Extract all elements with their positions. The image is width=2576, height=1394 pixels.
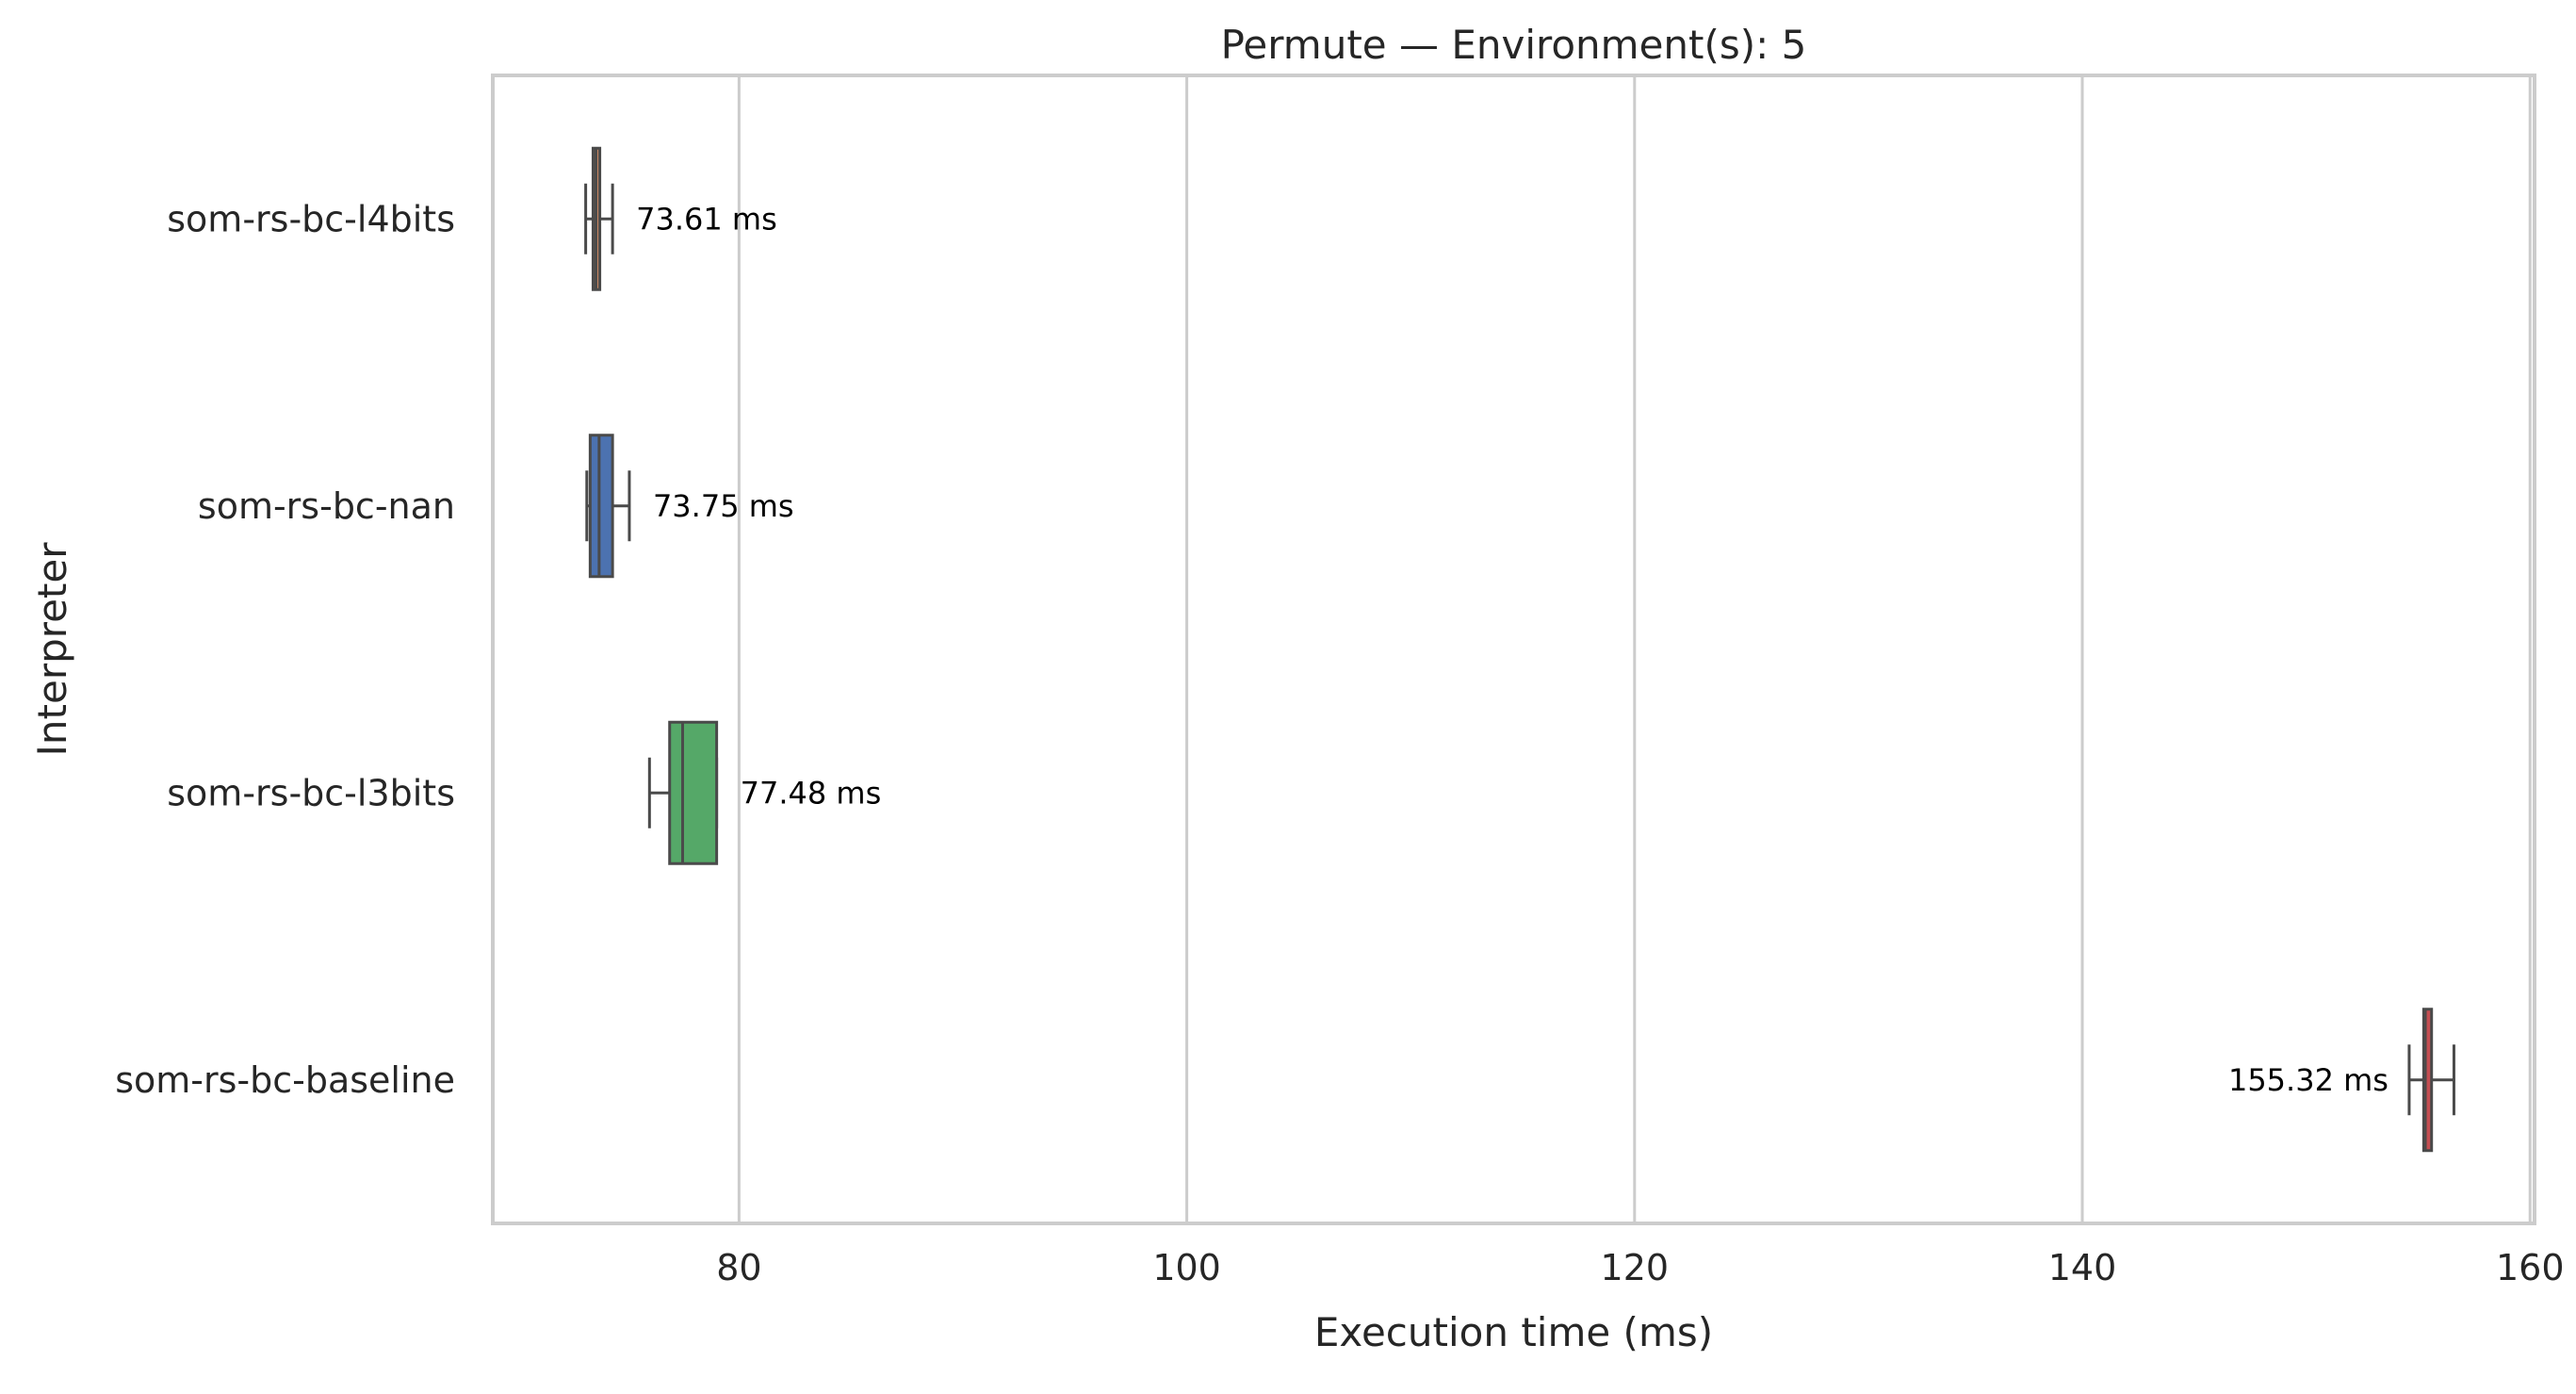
category-label: som-rs-bc-nan (198, 485, 455, 527)
y-axis-label: Interpreter (29, 542, 75, 757)
data-label: 77.48 ms (741, 775, 882, 811)
grid-lines (737, 75, 2532, 1223)
data-labels: 73.61 ms 73.75 ms 77.48 ms 155.32 ms (636, 201, 2389, 1098)
box-som-rs-bc-l4bits (584, 146, 614, 291)
x-tick-label: 140 (2048, 1247, 2117, 1288)
iqr-box (2421, 1008, 2434, 1153)
category-label: som-rs-bc-l3bits (167, 772, 455, 813)
x-tick-label: 100 (1152, 1247, 1221, 1288)
box-som-rs-bc-baseline (2407, 1008, 2455, 1153)
x-tick-label: 120 (1601, 1247, 1670, 1288)
plot-frame (491, 74, 2536, 1225)
category-label: som-rs-bc-l4bits (167, 198, 455, 239)
category-label: som-rs-bc-baseline (115, 1059, 455, 1101)
box-som-rs-bc-l3bits (647, 720, 719, 865)
y-category-labels: som-rs-bc-l4bits som-rs-bc-nan som-rs-bc-l… (115, 198, 455, 1101)
data-label: 73.75 ms (653, 488, 794, 524)
boxes (584, 146, 2455, 1153)
iqr-box (668, 720, 719, 865)
chart-title: Permute — Environment(s): 5 (1221, 22, 1807, 68)
iqr-box (588, 434, 614, 579)
data-label: 73.61 ms (636, 201, 777, 237)
x-axis-label: Execution time (ms) (1314, 1309, 1713, 1355)
x-tick-labels: 80 100 120 140 160 (716, 1247, 2564, 1288)
x-tick-label: 160 (2496, 1247, 2565, 1288)
x-tick-label: 80 (716, 1247, 761, 1288)
data-label: 155.32 ms (2228, 1062, 2389, 1098)
box-som-rs-bc-nan (585, 434, 631, 579)
